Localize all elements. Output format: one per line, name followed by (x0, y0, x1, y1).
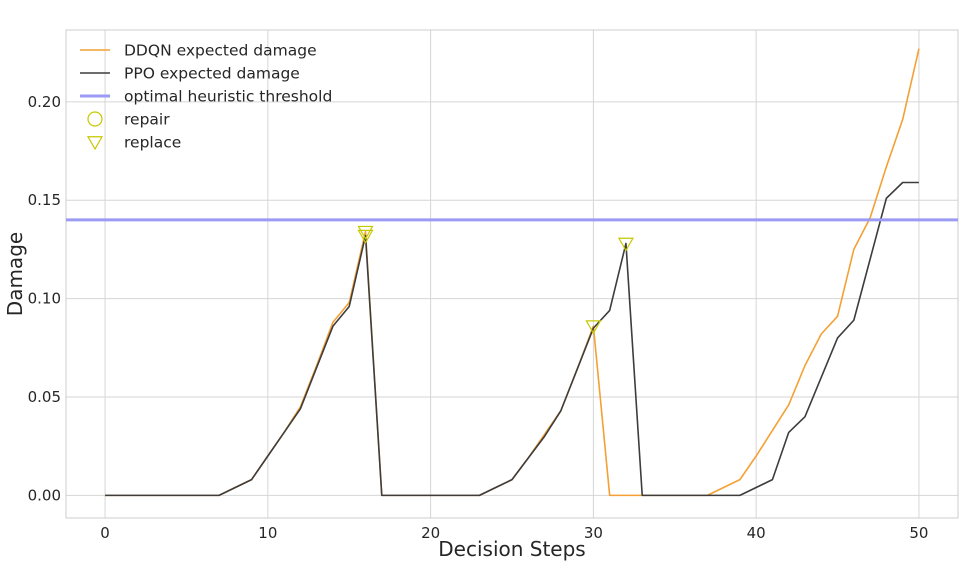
replace-marker (585, 320, 602, 335)
legend-label: DDQN expected damage (124, 42, 317, 60)
legend-label: PPO expected damage (124, 65, 300, 83)
x-tick-label: 0 (100, 524, 110, 542)
replace-marker (617, 237, 634, 252)
legend: DDQN expected damage PPO expected damage o… (80, 42, 332, 152)
plot-frame (65, 29, 959, 519)
x-tick-label: 20 (421, 524, 440, 542)
x-tick-labels: 0 10 20 30 40 50 (100, 524, 928, 542)
x-axis-label: Decision Steps (438, 537, 585, 561)
y-tick-label: 0.15 (28, 191, 61, 209)
y-tick-label: 0.00 (28, 486, 61, 504)
ddqn-line (105, 48, 920, 497)
replace-marker (357, 229, 374, 244)
y-tick-label: 0.10 (28, 290, 61, 308)
y-axis-label: Damage (3, 232, 27, 316)
replace-marker (357, 225, 374, 240)
x-tick-label: 40 (747, 524, 766, 542)
legend-replace-swatch (86, 136, 104, 151)
legend-label: repair (124, 111, 170, 129)
event-markers (357, 225, 634, 335)
series-lines (66, 48, 958, 497)
y-tick-label: 0.20 (28, 93, 61, 111)
x-tick-label: 10 (258, 524, 277, 542)
legend-label: replace (124, 134, 181, 152)
x-tick-label: 50 (909, 524, 928, 542)
legend-label: optimal heuristic threshold (124, 88, 332, 106)
x-tick-label: 30 (584, 524, 603, 542)
legend-repair-swatch (87, 111, 103, 127)
y-tick-label: 0.05 (28, 388, 61, 406)
ppo-line (105, 181, 919, 497)
y-tick-labels: 0.00 0.05 0.10 0.15 0.20 (28, 93, 61, 505)
